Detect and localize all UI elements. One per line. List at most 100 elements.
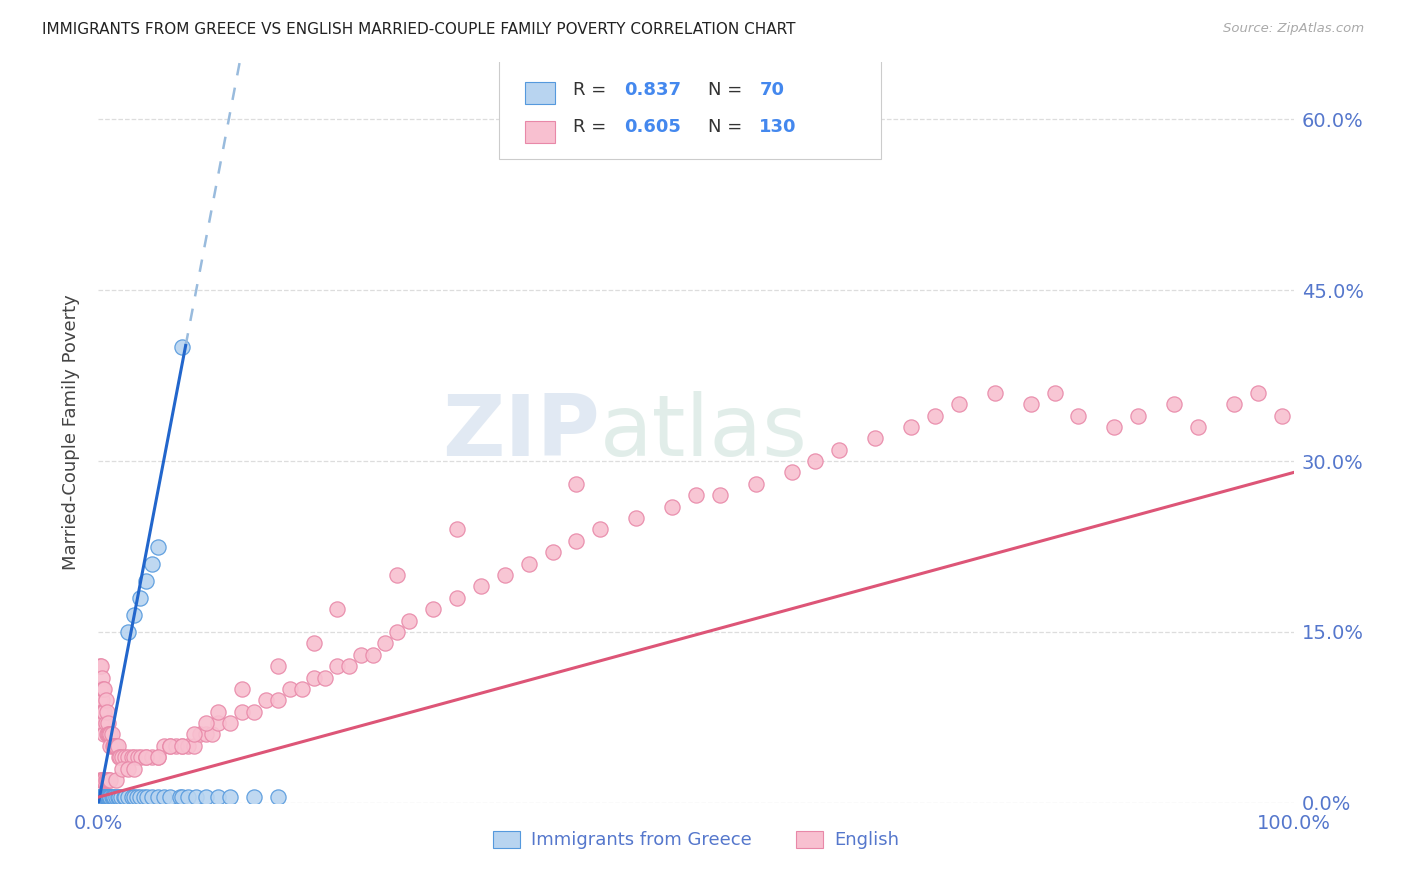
Point: [114, 750, 136, 764]
Point: [111, 762, 134, 776]
Point: [124, 607, 146, 622]
Point: [97, 790, 120, 805]
Point: [98, 772, 122, 787]
Point: [159, 739, 181, 753]
Point: [291, 681, 314, 696]
Point: [94, 790, 117, 805]
Point: [1247, 385, 1270, 400]
Point: [91, 790, 114, 805]
Point: [91, 716, 114, 731]
Point: [98, 727, 122, 741]
Point: [172, 340, 194, 354]
Point: [100, 790, 122, 805]
Text: 0.605: 0.605: [624, 119, 681, 136]
Point: [148, 750, 170, 764]
Point: [90, 716, 112, 731]
Point: [90, 790, 112, 805]
Point: [103, 739, 125, 753]
FancyBboxPatch shape: [499, 59, 882, 159]
Point: [231, 705, 253, 719]
Point: [96, 772, 118, 787]
Point: [243, 705, 266, 719]
Point: [494, 568, 516, 582]
Point: [195, 790, 218, 805]
Point: [98, 739, 122, 753]
Point: [1271, 409, 1294, 423]
Point: [804, 454, 827, 468]
Point: [93, 705, 115, 719]
Point: [89, 681, 111, 696]
Point: [93, 790, 115, 805]
Point: [89, 790, 111, 805]
Point: [924, 409, 946, 423]
Point: [96, 727, 118, 741]
Point: [565, 533, 588, 548]
Point: [195, 727, 218, 741]
Point: [89, 790, 111, 805]
Point: [101, 790, 124, 805]
Point: [136, 790, 159, 805]
Point: [91, 705, 114, 719]
Point: [91, 681, 114, 696]
Point: [326, 659, 349, 673]
Point: [91, 772, 114, 787]
Point: [94, 772, 117, 787]
Point: [91, 671, 114, 685]
Point: [177, 790, 200, 805]
Point: [127, 750, 149, 764]
Point: [107, 750, 129, 764]
FancyBboxPatch shape: [524, 82, 555, 104]
Point: [111, 750, 134, 764]
Point: [117, 624, 139, 639]
Point: [183, 727, 205, 741]
Point: [183, 739, 205, 753]
FancyBboxPatch shape: [524, 120, 555, 143]
Point: [124, 762, 146, 776]
Point: [207, 790, 229, 805]
Point: [132, 790, 155, 805]
Point: [103, 790, 125, 805]
Point: [90, 790, 112, 805]
Point: [745, 476, 768, 491]
Point: [267, 790, 290, 805]
Point: [121, 790, 143, 805]
Point: [105, 790, 128, 805]
Point: [93, 790, 115, 805]
Text: atlas: atlas: [600, 391, 808, 475]
Point: [98, 790, 122, 805]
Point: [96, 705, 118, 719]
Point: [93, 790, 115, 805]
Point: [93, 790, 115, 805]
Text: 0.837: 0.837: [624, 81, 682, 99]
Point: [201, 727, 224, 741]
Point: [110, 790, 132, 805]
Point: [172, 790, 194, 805]
Point: [709, 488, 731, 502]
Point: [177, 739, 200, 753]
Point: [315, 671, 337, 685]
Point: [470, 579, 492, 593]
Point: [302, 636, 325, 650]
Point: [148, 540, 170, 554]
Point: [107, 739, 129, 753]
Point: [90, 705, 112, 719]
Point: [94, 693, 117, 707]
Point: [517, 557, 540, 571]
Point: [100, 727, 122, 741]
Point: [780, 466, 803, 480]
Point: [374, 636, 396, 650]
Text: ZIP: ZIP: [443, 391, 600, 475]
Point: [91, 772, 114, 787]
Text: N =: N =: [709, 81, 748, 99]
Point: [326, 602, 349, 616]
Point: [96, 790, 118, 805]
Point: [91, 693, 114, 707]
Point: [107, 790, 129, 805]
Point: [89, 790, 111, 805]
Point: [165, 739, 187, 753]
Point: [172, 739, 194, 753]
Point: [97, 790, 120, 805]
Point: [195, 716, 218, 731]
Point: [363, 648, 385, 662]
Point: [104, 739, 127, 753]
